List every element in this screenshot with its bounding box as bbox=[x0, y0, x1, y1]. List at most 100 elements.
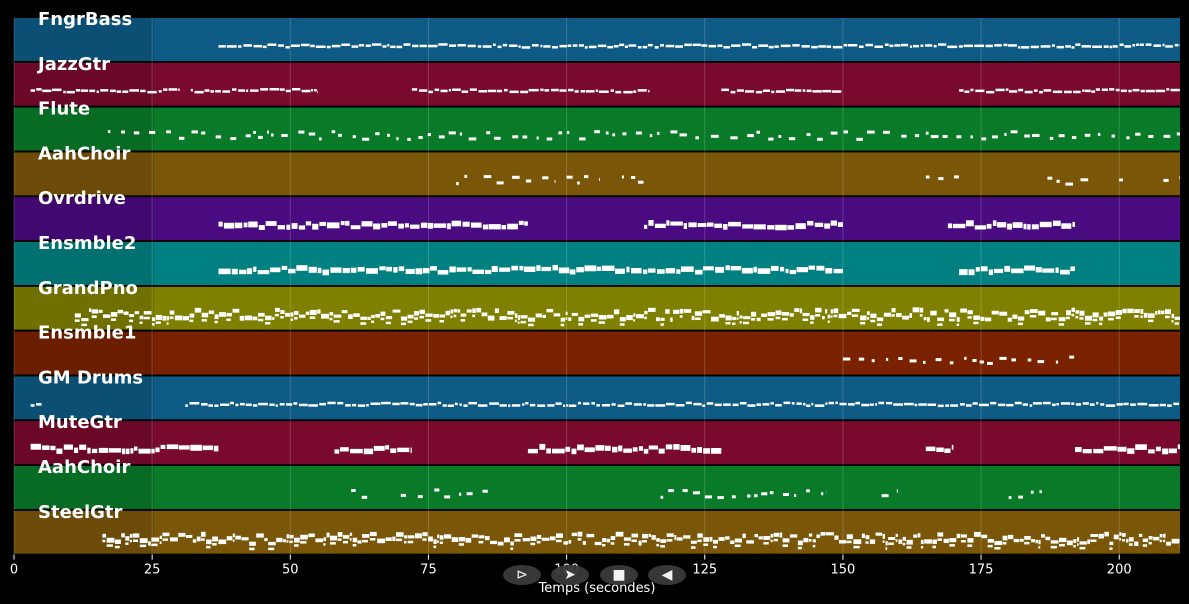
back-button[interactable]: ◀ bbox=[648, 565, 686, 585]
note bbox=[522, 538, 530, 542]
note bbox=[1082, 89, 1085, 92]
note bbox=[721, 88, 729, 92]
note bbox=[814, 222, 824, 227]
note bbox=[752, 46, 758, 49]
note bbox=[610, 542, 615, 545]
stop-button[interactable]: ■ bbox=[600, 565, 638, 585]
track-label: Flute bbox=[38, 99, 90, 120]
note bbox=[525, 179, 532, 183]
note-cluster bbox=[959, 265, 1075, 276]
note bbox=[396, 538, 403, 542]
note bbox=[1030, 45, 1039, 49]
note bbox=[1158, 310, 1161, 315]
note bbox=[1073, 545, 1076, 548]
note bbox=[1134, 309, 1140, 313]
note bbox=[309, 309, 317, 315]
track-label: FngrBass bbox=[38, 9, 132, 30]
note bbox=[642, 533, 649, 539]
note bbox=[797, 540, 803, 546]
note bbox=[305, 221, 312, 226]
note bbox=[247, 268, 253, 275]
note bbox=[966, 220, 974, 227]
note bbox=[1051, 317, 1057, 321]
note bbox=[888, 537, 896, 540]
note bbox=[861, 403, 870, 407]
note bbox=[670, 317, 673, 322]
note bbox=[1020, 46, 1030, 49]
note bbox=[797, 546, 802, 550]
note bbox=[1148, 319, 1154, 323]
note bbox=[973, 321, 979, 325]
note bbox=[331, 130, 336, 134]
note bbox=[334, 449, 340, 454]
note bbox=[584, 314, 591, 318]
note bbox=[1024, 265, 1035, 271]
track-band bbox=[14, 331, 1180, 375]
play-button[interactable]: ⊳ bbox=[503, 565, 541, 585]
note bbox=[595, 89, 598, 92]
note bbox=[268, 541, 276, 546]
note bbox=[1084, 89, 1091, 93]
note bbox=[1082, 402, 1089, 405]
track-label: GrandPno bbox=[38, 278, 138, 299]
note bbox=[353, 313, 360, 317]
note bbox=[460, 319, 466, 322]
note bbox=[159, 541, 162, 544]
note bbox=[799, 308, 803, 314]
note bbox=[558, 131, 563, 135]
note bbox=[419, 89, 428, 92]
note bbox=[509, 90, 519, 94]
note bbox=[648, 533, 651, 537]
note bbox=[499, 316, 507, 320]
note bbox=[308, 266, 317, 273]
note bbox=[843, 130, 848, 134]
note bbox=[950, 404, 958, 407]
note bbox=[610, 89, 614, 92]
note bbox=[208, 310, 215, 314]
note bbox=[816, 534, 821, 538]
note bbox=[827, 314, 831, 319]
note bbox=[883, 312, 892, 317]
note bbox=[625, 402, 632, 405]
note bbox=[522, 135, 528, 139]
note bbox=[963, 44, 973, 48]
note bbox=[648, 89, 650, 93]
note bbox=[290, 318, 293, 321]
note bbox=[232, 539, 235, 542]
note bbox=[808, 265, 815, 270]
note bbox=[1017, 322, 1023, 326]
note bbox=[949, 538, 957, 543]
note bbox=[949, 361, 954, 365]
note bbox=[623, 90, 633, 94]
note bbox=[670, 130, 678, 134]
note bbox=[1148, 449, 1155, 454]
note bbox=[701, 44, 708, 47]
note bbox=[89, 308, 92, 312]
note bbox=[1177, 444, 1180, 450]
note bbox=[1153, 536, 1160, 541]
note bbox=[665, 309, 670, 314]
note bbox=[997, 222, 1007, 228]
note bbox=[577, 181, 580, 185]
note bbox=[639, 446, 643, 451]
note bbox=[717, 44, 723, 47]
note bbox=[464, 174, 468, 178]
note bbox=[438, 135, 445, 139]
note bbox=[1056, 403, 1059, 406]
note bbox=[248, 221, 258, 228]
note bbox=[973, 315, 980, 320]
note bbox=[1024, 134, 1030, 138]
x-axis: 0255075100125150175200 bbox=[10, 554, 1132, 578]
note bbox=[1018, 46, 1021, 49]
forward-button[interactable]: ➤ bbox=[551, 565, 589, 585]
track-label: JazzGtr bbox=[36, 54, 110, 75]
note bbox=[478, 404, 488, 407]
note bbox=[775, 310, 782, 315]
note bbox=[294, 537, 300, 543]
note bbox=[553, 313, 561, 317]
note bbox=[725, 322, 731, 325]
note bbox=[433, 545, 437, 549]
note bbox=[1071, 402, 1075, 405]
note bbox=[893, 403, 903, 406]
note bbox=[1119, 178, 1123, 182]
